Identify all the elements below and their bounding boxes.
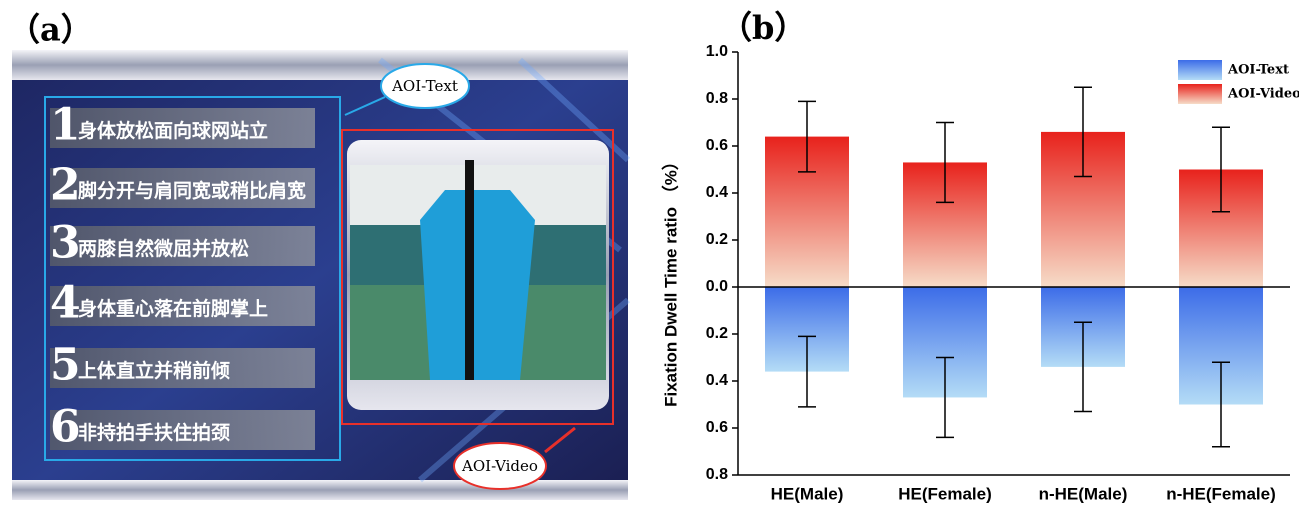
item-text: 非持拍手扶住拍颈 xyxy=(78,421,230,444)
item-number: 3 xyxy=(50,218,81,269)
x-tick-label: n-HE(Female) xyxy=(1166,484,1276,503)
error-bar xyxy=(798,335,816,408)
item-text: 身体重心落在前脚掌上 xyxy=(78,297,268,320)
error-bar xyxy=(1212,361,1230,448)
error-bar xyxy=(1074,321,1092,413)
y-axis-label: Fixation Dwell Time ratio （%） xyxy=(660,153,680,407)
panel-label: （a） xyxy=(8,11,93,49)
item-number: 4 xyxy=(50,278,81,329)
y-tick-label: 0.4 xyxy=(706,184,728,201)
plot: 0.8 0.6 0.4 0.2 0.0 0.2 0.4 0.6 0.8 1.0 HE(Male) HE… xyxy=(706,43,1299,503)
top-bar xyxy=(12,50,628,80)
item-strip xyxy=(50,286,315,326)
x-tick-label: HE(Female) xyxy=(898,484,992,503)
aoi-text-box xyxy=(44,96,341,461)
item-text: 两膝自然微屈并放松 xyxy=(78,237,249,260)
callout-line xyxy=(344,96,386,116)
aoi-video-callout xyxy=(453,442,547,490)
video-frame xyxy=(347,140,609,410)
aoi-text-callout xyxy=(380,63,470,109)
y-tick-label: 0.0 xyxy=(706,278,728,295)
x-tick-label: n-HE(Male) xyxy=(1039,484,1128,503)
error-bar xyxy=(936,356,954,439)
item-number: 1 xyxy=(50,100,81,151)
item-strip xyxy=(50,348,315,388)
y-tick-label: 0.8 xyxy=(706,466,728,483)
panel-label: （b） xyxy=(720,9,806,47)
x-tick-label: HE(Male) xyxy=(771,484,844,503)
legend-swatch xyxy=(1178,84,1222,104)
item-text: 脚分开与肩同宽或稍比肩宽 xyxy=(78,179,306,202)
error-bar xyxy=(798,100,816,173)
callout-arrow xyxy=(544,426,576,454)
item-number: 2 xyxy=(50,160,81,211)
legend-swatch xyxy=(1178,60,1222,80)
y-tick-label: 1.0 xyxy=(706,43,728,60)
item-strip xyxy=(50,226,315,266)
y-tick-label: 0.8 xyxy=(706,90,728,107)
aoi-text-label: AOI-Text xyxy=(391,77,458,95)
item-text: 上体直立并稍前倾 xyxy=(78,359,230,382)
item-strip xyxy=(50,410,315,450)
item-number: 5 xyxy=(50,340,81,391)
item-strip xyxy=(50,108,315,148)
aoi-video-box xyxy=(341,129,614,425)
error-bar xyxy=(936,121,954,204)
y-tick-label: 0.4 xyxy=(706,372,728,389)
y-tick-label: 0.6 xyxy=(706,137,728,154)
error-bar xyxy=(1212,126,1230,213)
legend-label: AOI-Video xyxy=(1227,87,1299,102)
item-strip xyxy=(50,168,315,208)
aoi-video-label: AOI-Video xyxy=(461,457,538,475)
bottom-bar xyxy=(12,480,628,500)
item-text: 身体放松面向球网站立 xyxy=(78,119,268,142)
y-tick-label: 0.2 xyxy=(706,231,728,248)
y-tick-label: 0.6 xyxy=(706,419,728,436)
error-bar xyxy=(1074,86,1092,178)
legend-label: AOI-Text xyxy=(1227,63,1289,78)
y-tick-label: 0.2 xyxy=(706,325,728,342)
item-number: 6 xyxy=(50,402,81,453)
